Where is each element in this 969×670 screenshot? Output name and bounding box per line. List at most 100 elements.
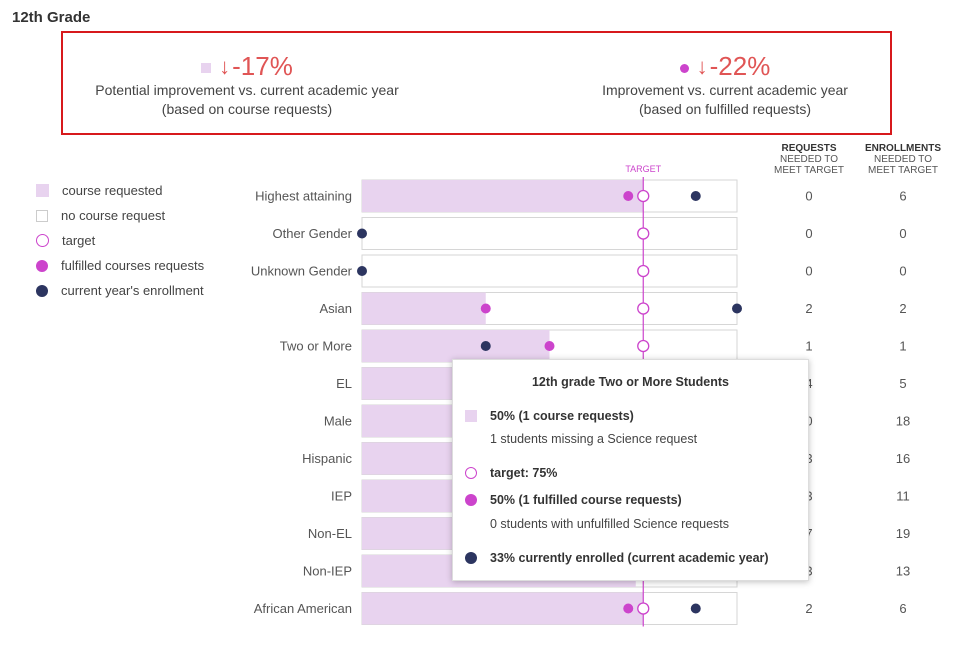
category-label: Asian <box>319 301 352 316</box>
summary-box: ↓ -17% Potential improvement vs. current… <box>61 31 892 135</box>
requests-needed-value: 2 <box>805 601 812 616</box>
improvement-label: Improvement vs. current academic year <box>602 82 848 98</box>
page-title: 12th Grade <box>12 9 91 26</box>
enrollment-dot <box>357 266 367 276</box>
bar-outline <box>361 217 738 250</box>
tooltip-target-row: target: 75% <box>465 466 557 480</box>
tooltip-enrolled: 33% currently enrolled (current academic… <box>490 551 769 565</box>
target-marker <box>637 189 650 203</box>
course-requested-bar <box>362 180 644 212</box>
requests-needed-value: 0 <box>805 189 812 204</box>
legend-item-enrollment: current year's enrollment <box>36 278 204 303</box>
enrollments-needed-value: 0 <box>899 226 906 241</box>
potential-improvement-label: Potential improvement vs. current academ… <box>95 82 399 98</box>
pink-dot-icon <box>465 494 477 506</box>
pink-dot-icon <box>36 259 48 272</box>
legend-label: fulfilled courses requests <box>61 258 205 273</box>
down-arrow-icon: ↓ <box>696 53 708 79</box>
down-arrow-icon: ↓ <box>219 53 231 79</box>
legend-item-target: target <box>36 228 204 253</box>
fulfilled-dot <box>480 303 491 314</box>
requests-header-title: REQUESTS <box>781 143 837 154</box>
requests-needed-value: 0 <box>805 414 812 429</box>
potential-improvement-metric: ↓ -17% Potential improvement vs. current… <box>77 51 417 119</box>
category-label: African American <box>254 601 352 616</box>
tooltip-enrolled-row: 33% currently enrolled (current academic… <box>465 551 769 565</box>
tooltip-fulfilled: 50% (1 fulfilled course requests) <box>490 493 682 507</box>
category-label: Male <box>324 414 352 429</box>
requests-needed-value: 0 <box>805 226 812 241</box>
target-label: TARGET <box>625 164 661 174</box>
category-label: Hispanic <box>302 451 352 466</box>
requests-needed-value: 7 <box>805 526 812 541</box>
enrollment-dot <box>690 191 701 201</box>
course-requested-bar <box>362 292 486 325</box>
potential-improvement-value: -17% <box>232 50 293 81</box>
course-requested-bar <box>362 330 550 362</box>
enrollments-needed-value: 1 <box>899 339 906 354</box>
fulfilled-dot <box>623 191 634 201</box>
target-marker <box>637 339 650 353</box>
enrollments-needed-value: 11 <box>896 489 910 504</box>
target-marker <box>637 264 650 278</box>
category-label: Unknown Gender <box>251 264 353 279</box>
requests-needed-value: 0 <box>805 264 812 279</box>
legend: course requested no course request targe… <box>36 178 204 303</box>
course-requested-marker-icon <box>201 63 212 73</box>
enrollments-needed-value: 5 <box>899 376 906 391</box>
target-marker <box>637 602 650 615</box>
legend-label: no course request <box>61 208 166 223</box>
requests-needed-value: 1 <box>805 339 812 354</box>
tooltip-requested: 50% (1 course requests) <box>490 409 634 423</box>
requests-header-line1: NEEDED TO <box>780 154 838 165</box>
requests-needed-value: 4 <box>805 376 812 391</box>
improvement-basis: (based on fulfilled requests) <box>639 101 811 117</box>
enrollments-needed-value: 2 <box>899 301 906 316</box>
improvement-value: -22% <box>709 50 771 81</box>
enrollments-needed-value: 6 <box>899 189 906 204</box>
target-marker <box>637 302 650 315</box>
course-requested-bar <box>362 592 644 625</box>
category-label: Two or More <box>280 339 352 354</box>
tooltip-fulfilled-row: 50% (1 fulfilled course requests) <box>465 493 682 507</box>
filled-square-icon <box>36 184 49 197</box>
legend-label: current year's enrollment <box>61 283 204 298</box>
tooltip-requested-row: 50% (1 course requests) <box>465 409 634 423</box>
enrollments-needed-value: 13 <box>896 564 910 579</box>
navy-dot-icon <box>36 284 48 297</box>
requests-column-header: REQUESTS NEEDED TO MEET TARGET <box>764 143 854 176</box>
enrollment-dot <box>480 341 491 351</box>
legend-item-course-requested: course requested <box>36 178 204 203</box>
enrollment-dot <box>732 303 742 314</box>
legend-item-no-course-request: no course request <box>36 203 204 228</box>
enrollment-dot <box>357 228 367 239</box>
tooltip-requested-sub: 1 students missing a Science request <box>490 432 698 446</box>
requests-needed-value: 3 <box>805 451 812 466</box>
requests-needed-value: 3 <box>805 564 812 579</box>
tooltip-title: 12th grade Two or More Students <box>531 375 729 389</box>
potential-improvement-basis: (based on course requests) <box>161 101 333 117</box>
requests-needed-value: 2 <box>805 301 812 316</box>
enrollments-header-line1: NEEDED TO <box>874 154 932 165</box>
target-marker <box>637 227 650 240</box>
enrollment-dot <box>690 603 701 614</box>
requests-needed-value: 3 <box>805 489 812 504</box>
filled-square-icon <box>465 410 477 422</box>
enrollments-needed-value: 16 <box>896 451 910 466</box>
navy-dot-icon <box>465 552 477 564</box>
fulfilled-dot <box>623 603 634 614</box>
ring-icon <box>36 234 49 247</box>
legend-item-fulfilled: fulfilled courses requests <box>36 253 204 278</box>
category-label: IEP <box>331 489 352 504</box>
category-label: EL <box>336 376 352 391</box>
enrollments-header-line2: MEET TARGET <box>867 165 938 176</box>
category-label: Other Gender <box>273 226 353 241</box>
tooltip-target: target: 75% <box>490 466 558 480</box>
category-label: Non-IEP <box>303 564 352 579</box>
fulfilled-marker-icon <box>679 63 689 73</box>
enrollments-header-title: ENROLLMENTS <box>864 143 942 154</box>
legend-label: target <box>62 233 96 248</box>
tooltip: 12th grade Two or More Students 50% (1 c… <box>452 359 809 581</box>
tooltip-fulfilled-sub: 0 students with unfulfilled Science requ… <box>490 517 730 531</box>
category-label: Highest attaining <box>255 189 352 204</box>
